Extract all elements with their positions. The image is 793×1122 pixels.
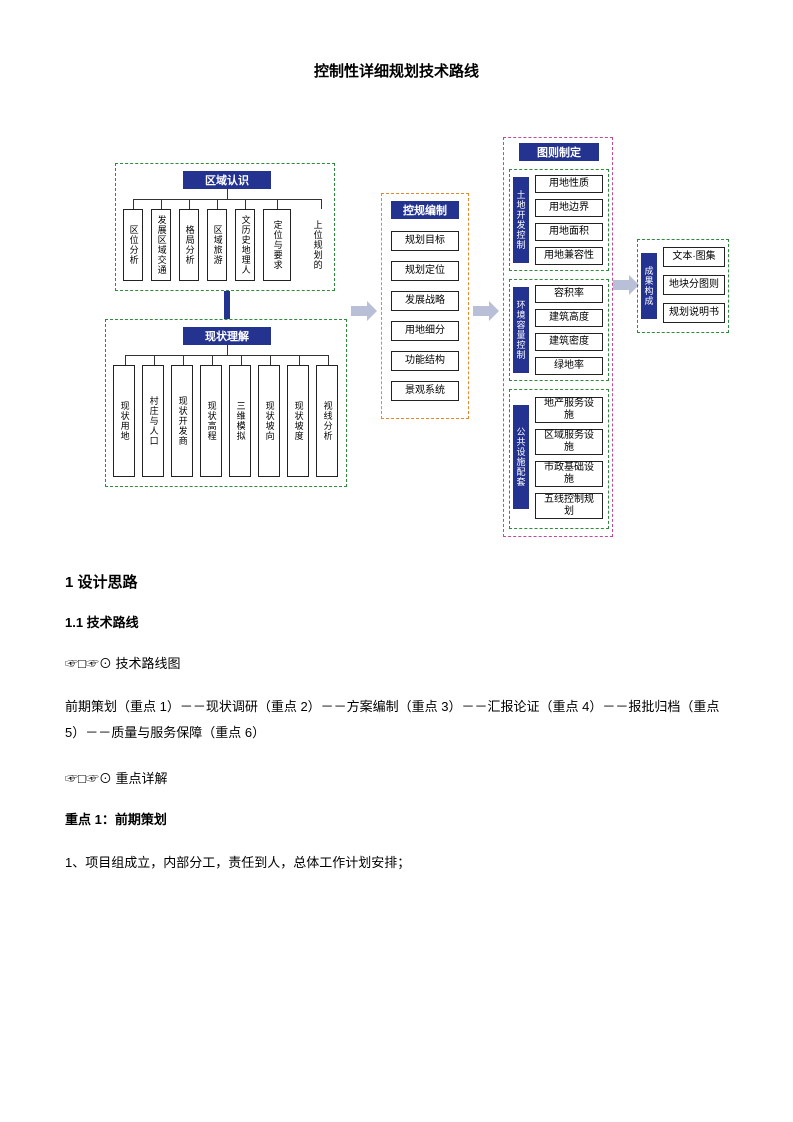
p5-box: 文本·图集	[663, 247, 725, 267]
p1-box: 区域旅游	[207, 209, 227, 281]
p4g3-box: 地产服务设施	[535, 397, 603, 423]
p1-box: 区位分析	[123, 209, 143, 281]
p3-box: 规划定位	[391, 261, 459, 281]
p2-box: 现状用地	[113, 365, 135, 477]
p1-box: 发展区域交通	[151, 209, 171, 281]
p4g2-box: 建筑高度	[535, 309, 603, 327]
section-para2: 1、项目组成立，内部分工，责任到人，总体工作计划安排；	[65, 850, 728, 876]
section-sub2: ☞□☞⊙ 重点详解	[65, 768, 728, 787]
p1-box: 格局分析	[179, 209, 199, 281]
panel2-header: 现状理解	[183, 327, 271, 345]
p3-box: 发展战略	[391, 291, 459, 311]
p4g2-box: 建筑密度	[535, 333, 603, 351]
panel3-header: 控规编制	[391, 201, 459, 219]
panel4-g1-tab: 土地开发控制	[513, 177, 529, 263]
panel4-g3-tab: 公共设施配套	[513, 405, 529, 509]
p4g3-box: 五线控制规划	[535, 493, 603, 519]
p2-box: 村庄与人口	[142, 365, 164, 477]
p3-box: 功能结构	[391, 351, 459, 371]
panel4-g2-tab: 环境容量控制	[513, 287, 529, 373]
p2-box: 现状高程	[200, 365, 222, 477]
section-h2: 1.1 技术路线	[65, 612, 728, 631]
p4g2-box: 绿地率	[535, 357, 603, 375]
section-sub1: ☞□☞⊙ 技术路线图	[65, 653, 728, 672]
p4g3-box: 区域服务设施	[535, 429, 603, 455]
p1-box: 文历史地理人	[235, 209, 255, 281]
p2-box: 视线分析	[316, 365, 338, 477]
p4g2-box: 容积率	[535, 285, 603, 303]
diagram: 区域认识 区位分析 发展区域交通 格局分析 区域旅游 文历史地理人 定位与要求 …	[55, 121, 715, 549]
p4g1-box: 用地性质	[535, 175, 603, 193]
p1-box: 定位与要求	[263, 209, 291, 281]
p3-box: 规划目标	[391, 231, 459, 251]
p4g1-box: 用地兼容性	[535, 247, 603, 265]
page-title: 控制性详细规划技术路线	[65, 60, 728, 81]
p2-box: 现状坡度	[287, 365, 309, 477]
section-h3: 重点 1：前期策划	[65, 809, 728, 828]
panel1-header: 区域认识	[183, 171, 271, 189]
blue-connector	[224, 291, 230, 319]
p1-box: 上位规划的	[303, 209, 331, 281]
arrow-icon	[351, 301, 377, 321]
p4g1-box: 用地面积	[535, 223, 603, 241]
arrow-icon	[473, 301, 499, 321]
section-para1: 前期策划（重点 1）－－现状调研（重点 2）－－方案编制（重点 3）－－汇报论证…	[65, 694, 728, 746]
p3-box: 景观系统	[391, 381, 459, 401]
p2-box: 现状坡向	[258, 365, 280, 477]
section-h1: 1 设计思路	[65, 571, 728, 592]
p4g3-box: 市政基础设施	[535, 461, 603, 487]
p3-box: 用地细分	[391, 321, 459, 341]
panel5-tab: 成果构成	[641, 253, 657, 319]
p5-box: 地块分图则	[663, 275, 725, 295]
p4g1-box: 用地边界	[535, 199, 603, 217]
p2-box: 现状开发商	[171, 365, 193, 477]
panel4-header: 图则制定	[519, 143, 599, 161]
p2-box: 三维模拟	[229, 365, 251, 477]
arrow-icon	[613, 275, 639, 295]
p5-box: 规划说明书	[663, 303, 725, 323]
